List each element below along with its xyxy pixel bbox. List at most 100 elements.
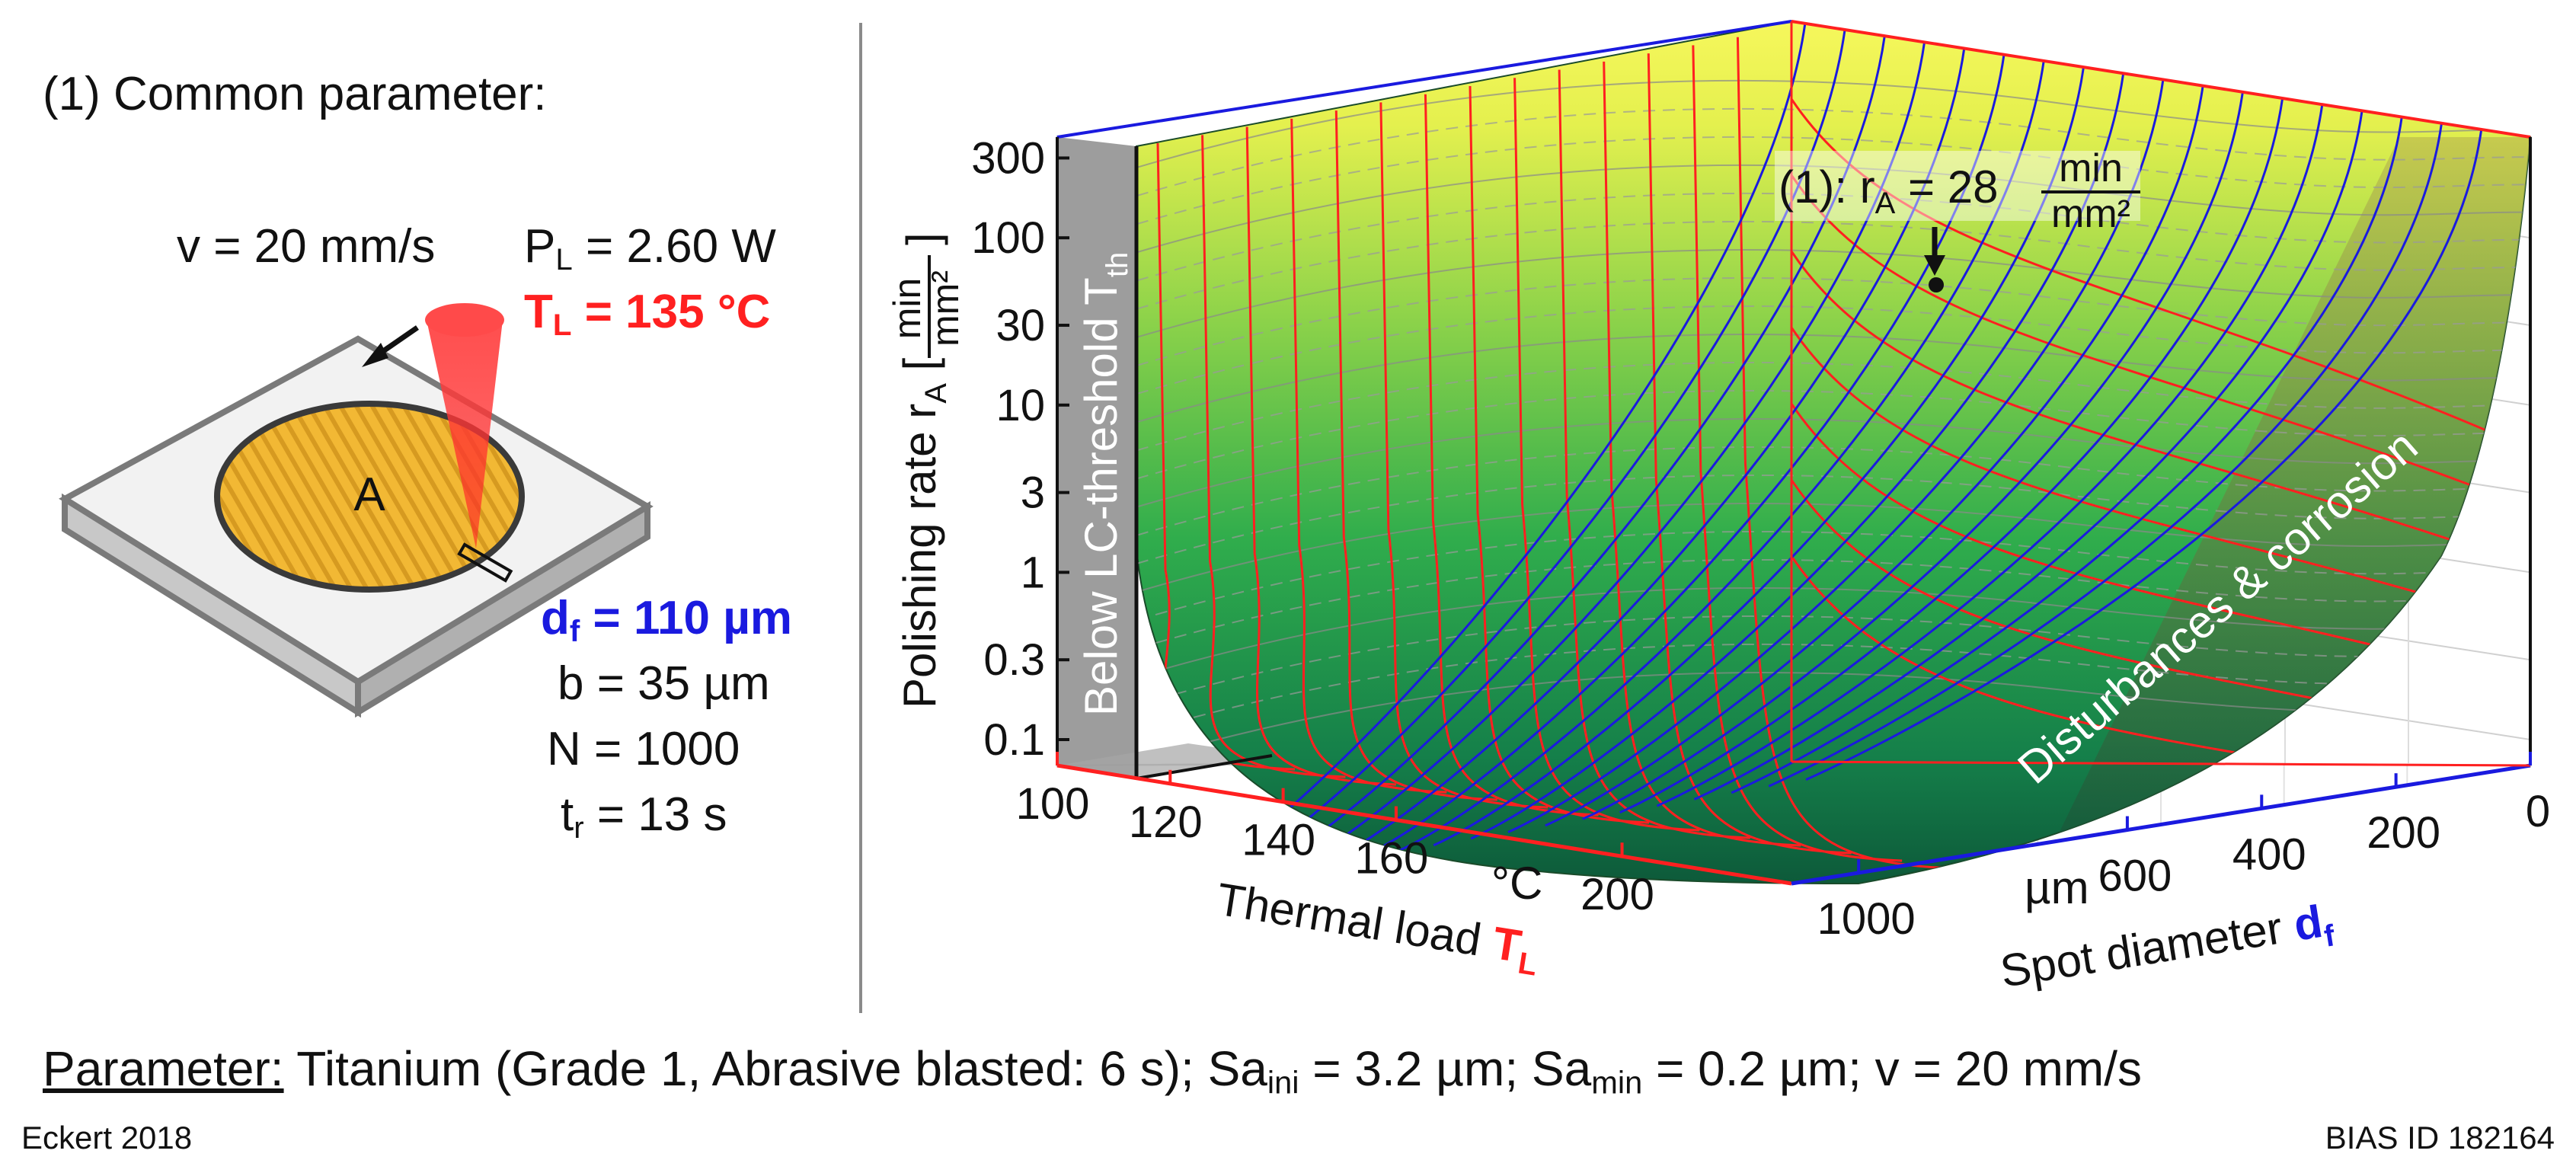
contour-line (1136, 136, 2530, 225)
polished-area (214, 401, 525, 593)
z-axis-unit-den: mm² (924, 270, 967, 347)
z-axis-unit-num: min (886, 278, 928, 340)
time-sub: r (574, 810, 584, 845)
spot-isoline (1768, 123, 2443, 788)
below-threshold-region (1057, 137, 1136, 778)
spot-value: = 110 µm (580, 592, 793, 644)
thermal-isoline (1647, 53, 1852, 855)
z-axis-title-sub: A (919, 383, 953, 404)
z-tick-label: 30 (996, 301, 1045, 350)
spot-isoline (1433, 66, 2085, 847)
back-top-right-line (1791, 20, 2531, 139)
y-axis-unit: µm (2025, 862, 2089, 913)
thermal-isoline (1424, 94, 1599, 817)
contour-line (1136, 361, 2530, 452)
surface-chart: 300 100 30 10 3 1 0.3 0.1 100 120 140 160 200 1000 6… (886, 20, 2550, 997)
x-tick-label: 140 (1242, 816, 1315, 865)
threshold-base-line (1136, 754, 1273, 780)
contour-line (1136, 220, 2530, 310)
parameter-line: Parameter: Titanium (Grade 1, Abrasive b… (43, 1040, 2142, 1101)
spot-isoline (1693, 110, 2363, 801)
spot-isoline (1321, 47, 1966, 866)
thermal-isoline (1513, 78, 1700, 832)
thermal-isoline (1558, 69, 1750, 839)
contour-line (1136, 446, 2530, 536)
sa-ini-sub: ini (1267, 1064, 1299, 1101)
x-tick-label: 200 (1580, 870, 1654, 919)
spot-isoline (1395, 60, 2045, 853)
power-value: = 2.60 W (572, 220, 776, 273)
contour-line (1136, 248, 2530, 338)
author-credit: Eckert 2018 (21, 1120, 193, 1155)
spot-isoline (1358, 53, 2006, 860)
x-axis-line (1056, 763, 1792, 886)
annotation-sub: A (1875, 187, 1896, 220)
time-value: = 13 s (583, 788, 727, 841)
thermal-load-param: TL = 135 °C (524, 285, 770, 343)
below-threshold-label: Below LC-threshold Tth (1075, 252, 1134, 716)
z-axis-title-main: Polishing rate r (894, 404, 945, 708)
area-label: A (353, 468, 385, 521)
parameter-text-1: Titanium (Grade 1, Abrasive blasted: 6 s… (283, 1041, 1267, 1096)
thermal-isoline (1201, 135, 1346, 778)
annotation-value: = 28 (1895, 161, 1998, 213)
thermal-isoline-right (1790, 251, 2530, 568)
thermal-isoline (1245, 126, 1396, 786)
line-distance-param: b = 35 µm (558, 657, 770, 710)
time-param: tr = 13 s (561, 788, 727, 845)
annotation-arrow-head (1924, 255, 1945, 276)
spot-isoline (1470, 72, 2125, 840)
annotation-unit-den: mm² (2051, 192, 2130, 236)
spot-isoline (1507, 78, 2165, 833)
thermal-isoline (1379, 102, 1548, 809)
contour-line (1136, 192, 2530, 282)
workpiece-illustration: A (59, 303, 654, 718)
scan-track (457, 542, 513, 583)
spot-symbol: d (541, 592, 570, 644)
thermal-isoline (1736, 37, 1953, 870)
annotation-point (1929, 277, 1944, 292)
x-axis-title-main: Thermal load (1213, 874, 1497, 968)
z-axis-bracket-open: [ (894, 357, 945, 383)
contour-line (1136, 389, 2530, 480)
power-param: PL = 2.60 W (524, 219, 776, 277)
contour-line (1136, 502, 2530, 593)
contour-line (1136, 530, 2530, 622)
y-axis-line (1791, 763, 2531, 886)
spot-isoline (1619, 97, 2284, 814)
annotation-box (1775, 151, 2140, 221)
contour-line (1136, 333, 2530, 423)
time-symbol: t (561, 788, 574, 841)
thermal-isoline (1603, 61, 1801, 847)
z-tick-label: 0.3 (983, 635, 1045, 685)
z-tick-label: 1 (1021, 548, 1045, 597)
y-axis-title-main: Spot diameter (1997, 900, 2299, 997)
y-tick-label: 200 (2367, 808, 2440, 858)
thermal-isoline-right (1790, 403, 2530, 686)
x-tick-label: 120 (1129, 797, 1203, 847)
contour-line (1136, 107, 2530, 197)
thermal-value: = 135 °C (571, 286, 771, 338)
thermal-isoline (1290, 118, 1447, 794)
floor-back-red (1791, 760, 2531, 767)
y-axis-ticks: 1000 600 400 200 0 (1817, 752, 2550, 944)
annotation-prefix: (1): r (1779, 161, 1875, 213)
repetitions-param: N = 1000 (547, 723, 740, 775)
x-tick-label: 160 (1355, 834, 1429, 884)
direction-arrow-head (362, 343, 388, 367)
spot-isoline (1731, 117, 2403, 794)
z-axis-title: Polishing rate rA [ (894, 357, 953, 708)
y-tick-label: 1000 (1817, 894, 1916, 944)
below-threshold-main: Below LC-threshold T (1075, 277, 1127, 716)
annotation-text: (1): rA = 28 (1779, 161, 1998, 220)
parameter-text-2: = 3.2 µm; Sa (1299, 1041, 1592, 1096)
contour-line (1136, 417, 2530, 508)
panel-title: (1) Common parameter: (43, 68, 547, 120)
bias-id: BIAS ID 182164 (2325, 1120, 2555, 1155)
parameter-label: Parameter: (43, 1041, 284, 1096)
x-axis-unit: °C (1491, 858, 1542, 909)
panel-divider (859, 23, 862, 1013)
contour-line (1136, 164, 2530, 254)
spot-isoline (1656, 104, 2324, 807)
spot-diameter-param: df = 110 µm (541, 591, 792, 649)
